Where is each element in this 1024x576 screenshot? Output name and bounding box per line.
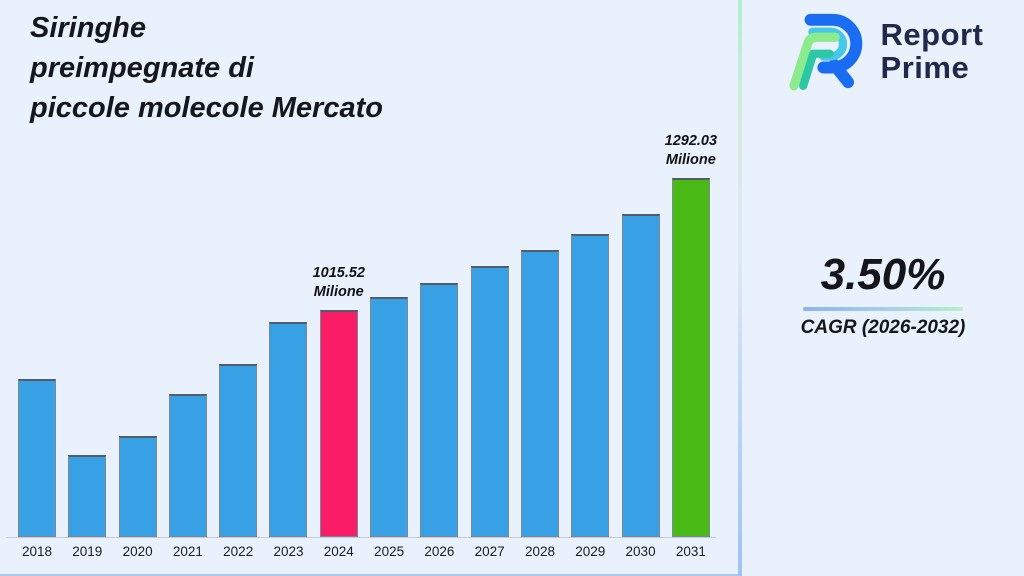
bar-column-2027: 2027 (470, 266, 509, 559)
bar-2029 (571, 234, 610, 537)
bar-column-2018: 2018 (18, 379, 56, 559)
bar-column-2021: 2021 (168, 394, 207, 559)
bar-2018 (18, 379, 56, 537)
bar-column-2029: 2029 (571, 234, 610, 559)
bar-2025 (370, 297, 409, 537)
x-tick-label-2024: 2024 (323, 544, 354, 559)
bar-column-2023: 2023 (269, 322, 308, 559)
x-tick-label-2019: 2019 (72, 544, 103, 559)
bar-2020 (118, 436, 157, 537)
x-tick-label-2022: 2022 (223, 544, 254, 559)
x-tick-label-2029: 2029 (575, 544, 606, 559)
bar-column-2028: 2028 (520, 250, 559, 559)
x-tick-label-2031: 2031 (675, 544, 706, 559)
cagr-block: 3.50% CAGR (2026-2032) (742, 250, 1024, 339)
x-axis-line (6, 537, 716, 538)
brand-name-line2: Prime (880, 50, 970, 85)
brand-name: Report Prime (881, 18, 984, 84)
panel-separator (738, 0, 742, 576)
cagr-value: 3.50% (820, 250, 946, 299)
bar-value-label-2031: 1292.03 Milione (664, 133, 718, 168)
bar-2022 (219, 364, 258, 537)
bar-column-2026: 2026 (420, 283, 459, 559)
bar-column-2024: 1015.52 Milione 2024 (313, 265, 365, 559)
bar-2024 (319, 310, 358, 537)
x-tick-label-2026: 2026 (424, 544, 455, 559)
bar-2021 (168, 394, 207, 537)
bar-2026 (420, 283, 459, 537)
bar-2030 (621, 214, 660, 537)
brand-name-line1: Report (880, 17, 984, 52)
page-title: Siringhe preimpegnate di piccole molecol… (30, 12, 383, 124)
bar-2031 (671, 178, 710, 537)
x-tick-label-2028: 2028 (524, 544, 555, 559)
bar-column-2025: 2025 (370, 297, 409, 559)
x-tick-label-2018: 2018 (21, 544, 53, 559)
bar-column-2030: 2030 (621, 214, 660, 559)
cagr-underline-decoration (803, 307, 963, 311)
x-tick-label-2020: 2020 (122, 544, 153, 559)
bar-value-label-2024: 1015.52 Milione (312, 265, 365, 300)
bar-2019 (68, 455, 107, 537)
report-prime-logo: Report Prime (742, 10, 1024, 92)
bar-2027 (470, 266, 509, 537)
x-tick-label-2025: 2025 (374, 544, 405, 559)
x-tick-label-2030: 2030 (625, 544, 656, 559)
bar-column-2031: 1292.03 Milione 2031 (665, 133, 717, 559)
x-tick-label-2021: 2021 (172, 544, 203, 559)
bars-container: 2018 2019 2020 2021 2022 2023 1015.52 Milione 2… (18, 67, 717, 559)
bar-column-2020: 2020 (118, 436, 157, 559)
bar-2023 (269, 322, 308, 537)
report-prime-logo-icon (788, 13, 862, 91)
bar-chart: 2018 2019 2020 2021 2022 2023 1015.52 Milione 2… (6, 67, 717, 559)
chart-panel: Siringhe preimpegnate di piccole molecol… (0, 12, 739, 576)
x-tick-label-2023: 2023 (273, 544, 304, 559)
cagr-label: CAGR (2026-2032) (800, 317, 966, 338)
bar-2028 (520, 250, 559, 537)
bar-column-2022: 2022 (219, 364, 258, 559)
info-panel: Report Prime 3.50% CAGR (2026-2032) (742, 0, 1024, 576)
x-tick-label-2027: 2027 (474, 544, 505, 559)
bar-column-2019: 2019 (68, 455, 107, 559)
